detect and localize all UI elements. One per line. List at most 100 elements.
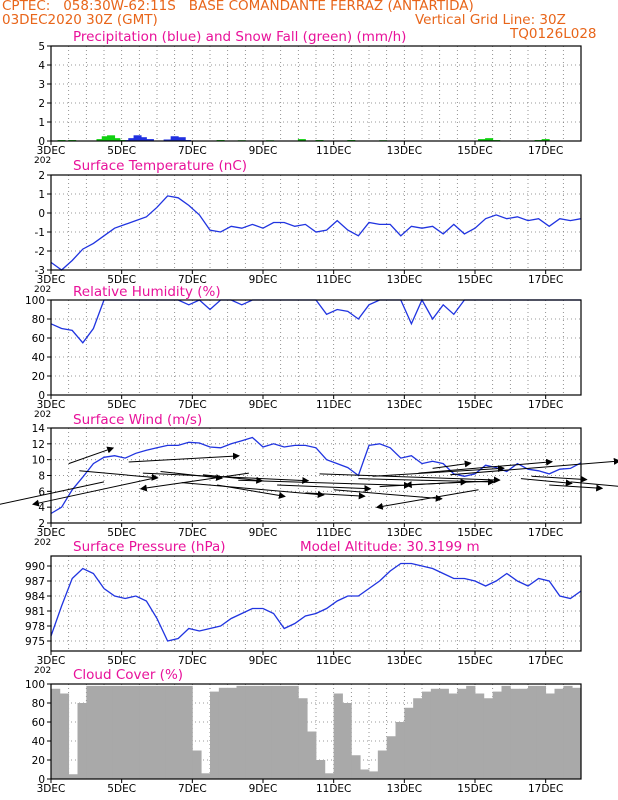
x-tick-label-precip: 7DEC — [178, 145, 207, 157]
y-tick-label-pres: 981 — [25, 606, 45, 618]
x-tick-label-cloud: 9DEC — [249, 783, 278, 795]
cloud-bar — [333, 693, 343, 779]
y-tick-label-temp: 1 — [38, 189, 45, 201]
cloud-bar — [501, 685, 511, 779]
panel-title-cloud: Cloud Cover (%) — [73, 667, 183, 683]
wind-arrow — [358, 478, 496, 486]
cloud-bar — [112, 685, 123, 779]
wind-arrow — [32, 478, 152, 507]
x-tick-label-cloud: 7DEC — [178, 783, 207, 795]
cloud-bar — [174, 685, 184, 779]
rain-bar — [177, 137, 186, 141]
wind-arrow — [549, 484, 604, 492]
cloud-bar — [201, 773, 211, 779]
cloud-bar — [377, 750, 388, 779]
panel-title-precip: Precipitation (blue) and Snow Fall (gree… — [73, 29, 406, 45]
x-tick-label-precip: 5DEC — [107, 145, 136, 157]
series-line-temp — [50, 195, 582, 271]
wind-arrow — [181, 482, 325, 498]
rain-bar — [138, 137, 147, 141]
wind-arrow — [319, 473, 501, 484]
x-tick-label-rh: 17DEC — [528, 399, 563, 411]
y-tick-label-wind: 8 — [38, 471, 45, 483]
snow-bar — [297, 139, 306, 141]
x-tick-label-precip: 15DEC — [457, 145, 492, 157]
x-tick-label-wind: 9DEC — [249, 527, 278, 539]
y-tick-label-rh: 80 — [32, 314, 45, 326]
x-tick-label-precip: 13DEC — [387, 145, 422, 157]
cloud-bar — [121, 685, 131, 779]
snow-bar — [107, 135, 116, 141]
cloud-bar — [165, 685, 176, 779]
cloud-bar — [422, 691, 432, 779]
x-tick-label-rh: 15DEC — [457, 399, 492, 411]
cloud-bar — [510, 688, 520, 779]
y-tick-label-precip: 0 — [38, 136, 45, 148]
cloud-bar — [104, 685, 114, 779]
cloud-bar — [236, 685, 246, 779]
x-tick-label-pres: 3DEC — [37, 655, 66, 667]
snow-bar — [485, 138, 494, 141]
y-tick-label-cloud: 100 — [25, 679, 45, 691]
x-tick-label-precip: 9DEC — [249, 145, 278, 157]
x-tick-label-pres: 9DEC — [249, 655, 278, 667]
wind-arrow — [277, 484, 372, 493]
cloud-bar — [545, 693, 555, 779]
y-tick-label-precip: 2 — [38, 98, 45, 110]
year-stub-pres: 202 — [34, 666, 51, 676]
panel-title-rh: Relative Humidity (%) — [73, 284, 221, 300]
y-tick-label-precip: 4 — [38, 60, 45, 72]
y-tick-label-precip: 1 — [38, 117, 45, 129]
wind-arrow — [160, 471, 224, 482]
y-tick-label-wind: 12 — [32, 439, 45, 451]
y-tick-label-temp: 2 — [38, 170, 45, 182]
panel-frame-precip — [50, 45, 582, 142]
wind-arrow — [305, 492, 366, 500]
x-tick-label-cloud: 11DEC — [316, 783, 351, 795]
x-tick-label-wind: 15DEC — [457, 527, 492, 539]
cloud-bar — [192, 750, 202, 779]
x-tick-label-temp: 17DEC — [528, 274, 563, 286]
cloud-bar — [475, 693, 485, 779]
cloud-bar — [430, 688, 441, 779]
series-line-pres — [50, 562, 582, 642]
cloud-bar — [492, 691, 502, 779]
y-tick-label-wind: 2 — [38, 518, 45, 530]
snow-bar — [541, 139, 550, 141]
cloud-bar — [563, 685, 573, 779]
header-station: CPTEC: 058:30W-62:11S BASE COMANDANTE FE… — [2, 0, 474, 14]
cloud-bar — [466, 685, 476, 779]
cloud-bar — [519, 688, 529, 779]
cloud-bar — [572, 687, 582, 779]
wind-arrow — [79, 470, 159, 481]
x-tick-label-rh: 9DEC — [249, 399, 278, 411]
x-tick-label-temp: 5DEC — [107, 274, 136, 286]
rain-bar — [163, 139, 172, 141]
y-tick-label-rh: 60 — [32, 333, 45, 345]
x-tick-label-temp: 9DEC — [249, 274, 278, 286]
y-tick-label-pres: 990 — [25, 561, 45, 573]
y-tick-label-rh: 20 — [32, 371, 45, 383]
cloud-bar — [227, 687, 237, 779]
wind-arrow — [418, 458, 554, 474]
cloud-bar — [554, 688, 564, 779]
cloud-bar — [360, 769, 370, 779]
panel-frame-wind — [50, 427, 582, 524]
y-tick-label-cloud: 60 — [32, 717, 45, 729]
y-tick-label-precip: 3 — [38, 79, 45, 91]
cloud-bar — [139, 685, 149, 779]
panel-frame-rh — [50, 299, 582, 396]
rain-bar — [128, 138, 137, 141]
cloud-bar — [404, 707, 414, 779]
x-tick-label-pres: 13DEC — [387, 655, 422, 667]
y-tick-label-wind: 6 — [38, 486, 45, 498]
cloud-bar — [86, 685, 96, 779]
rain-bar — [145, 139, 154, 141]
wind-arrow — [432, 460, 472, 469]
wind-arrow — [531, 475, 588, 483]
x-tick-label-cloud: 13DEC — [387, 783, 422, 795]
snow-bar — [112, 138, 121, 141]
cloud-bar — [271, 685, 282, 779]
y-tick-label-cloud: 20 — [32, 755, 45, 767]
cloud-bar — [448, 693, 458, 779]
